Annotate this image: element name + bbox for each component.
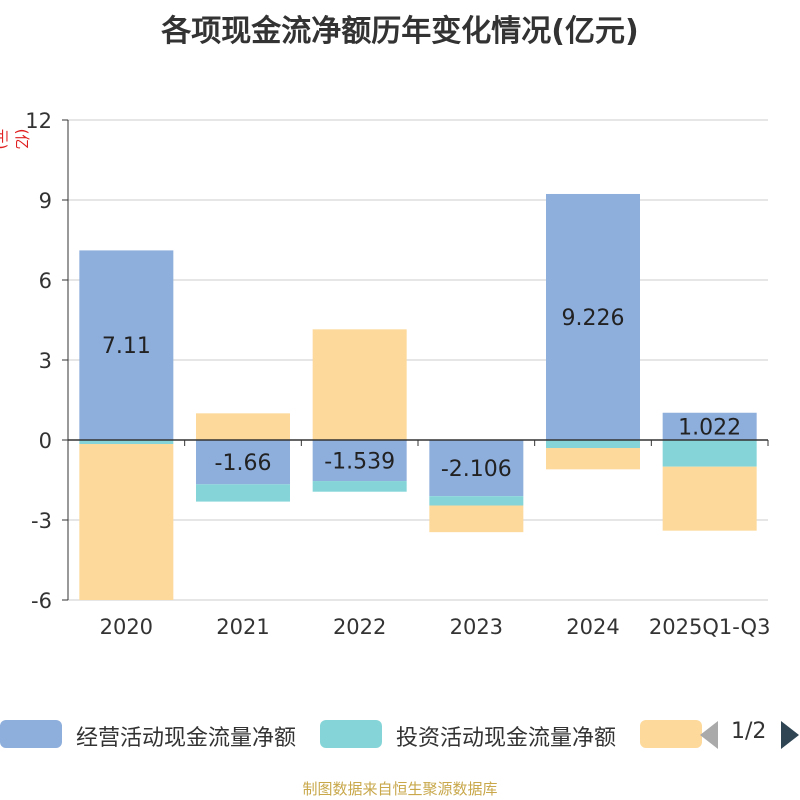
x-category-label: 2020 [100, 615, 153, 639]
cash-flow-chart: -6 -3 0 3 6 9 12 7.11 -1.66 -1.539 -2.106 9.226 1.02… [25, 109, 771, 639]
bar-value-label: 7.11 [102, 334, 151, 359]
bar-value-label: -1.539 [324, 450, 395, 475]
legend-label-operating: 经营活动现金流量净额 [76, 726, 297, 751]
bar-value-label: -1.66 [215, 451, 272, 476]
legend-next-page-arrow-icon[interactable] [781, 721, 799, 749]
bar-investing-2021[interactable] [196, 484, 290, 502]
x-category-label: 2024 [566, 615, 619, 639]
y-tick-label: 6 [39, 269, 52, 293]
bar-investing-2020[interactable] [79, 440, 174, 444]
bar-operating-2021[interactable] [196, 440, 290, 485]
x-category-label: 2022 [333, 615, 386, 639]
bar-investing-2025Q1-Q3[interactable] [662, 440, 757, 467]
y-tick-label: 12 [25, 109, 52, 133]
bar-investing-2023[interactable] [429, 496, 524, 506]
legend: 经营活动现金流量净额 投资活动现金流量净额 [0, 714, 800, 754]
y-tick-label: -6 [31, 589, 52, 613]
bar-financing-2022[interactable] [312, 329, 407, 440]
bar-value-label: -2.106 [441, 457, 512, 482]
bar-investing-2024[interactable] [546, 440, 640, 448]
legend-swatch-operating [0, 720, 62, 748]
bar-financing-2025Q1-Q3[interactable] [662, 466, 757, 531]
data-source-note: 制图数据来自恒生聚源数据库 [302, 780, 498, 798]
bar-operating-2025Q1-Q3[interactable] [662, 412, 757, 440]
chart-title: 各项现金流净额历年变化情况(亿元) [161, 14, 639, 49]
bar-investing-2022[interactable] [312, 481, 407, 492]
bar-value-label: 9.226 [562, 306, 625, 331]
bar-financing-2020[interactable] [79, 444, 174, 600]
x-category-label: 2025Q1-Q3 [649, 615, 771, 639]
legend-swatch-financing [640, 720, 702, 748]
x-category-label: 2023 [450, 615, 503, 639]
bar-operating-2022[interactable] [312, 440, 407, 482]
y-tick-label: 3 [39, 349, 52, 373]
y-tick-label: -3 [31, 509, 52, 533]
legend-prev-page-arrow-icon[interactable] [700, 721, 718, 749]
legend-swatch-investing [320, 720, 382, 748]
bar-value-label: 1.022 [678, 415, 741, 440]
legend-label-investing: 投资活动现金流量净额 [396, 726, 617, 751]
bar-operating-2024[interactable] [546, 193, 640, 440]
bar-operating-2020[interactable] [79, 250, 174, 440]
bar-financing-2023[interactable] [429, 505, 524, 533]
y-tick-label: 0 [39, 429, 52, 453]
bar-financing-2024[interactable] [546, 448, 640, 470]
x-category-label: 2021 [216, 615, 269, 639]
bar-financing-2021[interactable] [196, 413, 290, 440]
bar-operating-2023[interactable] [429, 440, 524, 497]
y-tick-label: 9 [39, 189, 52, 213]
legend-page-indicator: 1/2 [731, 719, 767, 744]
